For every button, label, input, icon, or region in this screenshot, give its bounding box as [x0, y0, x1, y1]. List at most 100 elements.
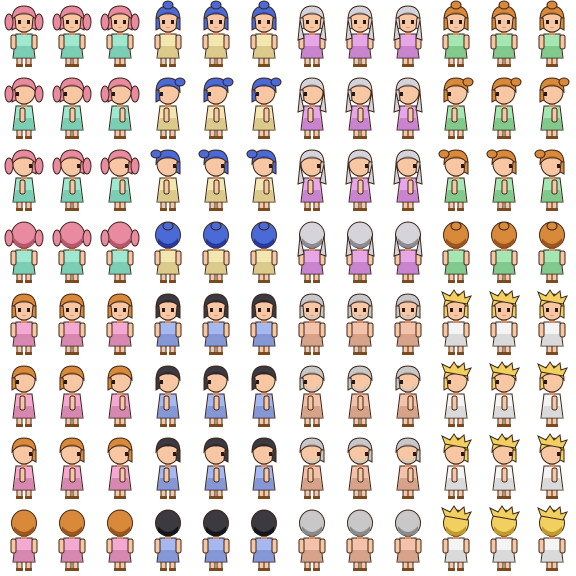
- orange-haired-girl-sprite-icon: [491, 77, 522, 139]
- sprite-frame-blue-haired-girl-left-2: [192, 72, 240, 144]
- sprite-frame-orange-haired-boy-right-3: [96, 432, 144, 504]
- black-haired-boy-sprite-icon: [251, 437, 277, 499]
- silver-haired-girl-sprite-icon: [297, 5, 327, 67]
- orange-haired-girl-sprite-icon: [490, 0, 518, 67]
- sprite-frame-black-haired-boy-right-1: [144, 432, 192, 504]
- silver-haired-girl-sprite-icon: [345, 149, 375, 211]
- elder-man-sprite-icon: [299, 365, 325, 427]
- silver-haired-girl-sprite-icon: [297, 77, 327, 139]
- sprite-frame-black-haired-boy-down-3: [240, 288, 288, 360]
- pink-twintail-girl-sprite-icon: [52, 77, 92, 139]
- sprite-frame-pink-twintail-girl-up-1: [0, 216, 48, 288]
- pink-twintail-girl-sprite-icon: [52, 221, 92, 283]
- silver-haired-girl-sprite-icon: [345, 221, 375, 283]
- sprite-frame-black-haired-boy-down-2: [192, 288, 240, 360]
- orange-haired-boy-sprite-icon: [107, 437, 133, 499]
- sprite-frame-blue-haired-girl-left-1: [144, 72, 192, 144]
- sprite-frame-orange-haired-girl-left-2: [480, 72, 528, 144]
- sprite-frame-elder-man-right-1: [288, 432, 336, 504]
- sprite-frame-orange-haired-boy-down-2: [48, 288, 96, 360]
- sprite-frame-orange-haired-boy-left-2: [48, 360, 96, 432]
- silver-haired-girl-sprite-icon: [393, 5, 423, 67]
- blue-haired-girl-sprite-icon: [154, 221, 182, 283]
- black-haired-boy-sprite-icon: [154, 293, 182, 355]
- black-haired-boy-sprite-icon: [250, 293, 278, 355]
- sprite-frame-pink-twintail-girl-up-2: [48, 216, 96, 288]
- orange-haired-girl-sprite-icon: [538, 221, 566, 283]
- blond-boy-sprite-icon: [441, 289, 472, 355]
- orange-haired-girl-sprite-icon: [443, 77, 474, 139]
- sprite-frame-orange-haired-boy-down-1: [0, 288, 48, 360]
- elder-man-sprite-icon: [346, 293, 374, 355]
- blond-boy-sprite-icon: [537, 505, 568, 571]
- sprite-frame-elder-man-left-1: [288, 360, 336, 432]
- sprite-frame-orange-haired-boy-left-1: [0, 360, 48, 432]
- sprite-frame-orange-haired-girl-left-1: [432, 72, 480, 144]
- sprite-frame-orange-haired-boy-up-2: [48, 504, 96, 576]
- sprite-frame-black-haired-boy-up-3: [240, 504, 288, 576]
- sprite-frame-elder-man-down-2: [336, 288, 384, 360]
- sprite-frame-orange-haired-girl-up-1: [432, 216, 480, 288]
- sprite-frame-black-haired-boy-right-3: [240, 432, 288, 504]
- sprite-frame-blue-haired-girl-down-3: [240, 0, 288, 72]
- sprite-frame-pink-twintail-girl-up-3: [96, 216, 144, 288]
- sprite-frame-black-haired-boy-up-2: [192, 504, 240, 576]
- sprite-frame-blond-boy-up-2: [480, 504, 528, 576]
- sprite-frame-orange-haired-girl-down-1: [432, 0, 480, 72]
- sprite-frame-orange-haired-girl-right-3: [528, 144, 576, 216]
- sprite-frame-orange-haired-girl-up-3: [528, 216, 576, 288]
- sprite-frame-orange-haired-girl-up-2: [480, 216, 528, 288]
- pink-twintail-girl-sprite-icon: [100, 221, 140, 283]
- elder-man-sprite-icon: [347, 437, 373, 499]
- orange-haired-girl-sprite-icon: [538, 0, 566, 67]
- orange-haired-girl-sprite-icon: [442, 0, 470, 67]
- elder-man-sprite-icon: [298, 293, 326, 355]
- pink-twintail-girl-sprite-icon: [4, 149, 44, 211]
- silver-haired-girl-sprite-icon: [393, 221, 423, 283]
- sprite-frame-silver-haired-girl-left-2: [336, 72, 384, 144]
- sprite-frame-orange-haired-girl-right-1: [432, 144, 480, 216]
- elder-man-sprite-icon: [394, 509, 422, 571]
- blond-boy-sprite-icon: [489, 289, 520, 355]
- blue-haired-girl-sprite-icon: [154, 0, 182, 67]
- blue-haired-girl-sprite-icon: [155, 77, 186, 139]
- sprite-frame-elder-man-up-3: [384, 504, 432, 576]
- sprite-frame-pink-twintail-girl-right-2: [48, 144, 96, 216]
- sprite-frame-blue-haired-girl-right-1: [144, 144, 192, 216]
- sprite-frame-elder-man-up-2: [336, 504, 384, 576]
- sprite-frame-blond-boy-down-2: [480, 288, 528, 360]
- sprite-frame-blue-haired-girl-up-1: [144, 216, 192, 288]
- black-haired-boy-sprite-icon: [202, 293, 230, 355]
- sprite-frame-elder-man-up-1: [288, 504, 336, 576]
- sprite-frame-black-haired-boy-left-2: [192, 360, 240, 432]
- silver-haired-girl-sprite-icon: [393, 149, 423, 211]
- sprite-frame-elder-man-right-3: [384, 432, 432, 504]
- sprite-frame-silver-haired-girl-left-3: [384, 72, 432, 144]
- sprite-frame-silver-haired-girl-up-3: [384, 216, 432, 288]
- blond-boy-sprite-icon: [537, 433, 568, 499]
- orange-haired-boy-sprite-icon: [107, 365, 133, 427]
- sprite-frame-elder-man-down-1: [288, 288, 336, 360]
- orange-haired-girl-sprite-icon: [486, 149, 517, 211]
- pink-twintail-girl-sprite-icon: [100, 77, 140, 139]
- sprite-frame-pink-twintail-girl-down-1: [0, 0, 48, 72]
- sprite-frame-blue-haired-girl-right-3: [240, 144, 288, 216]
- orange-haired-boy-sprite-icon: [11, 365, 37, 427]
- orange-haired-girl-sprite-icon: [490, 221, 518, 283]
- sprite-frame-blond-boy-up-3: [528, 504, 576, 576]
- blue-haired-girl-sprite-icon: [198, 149, 229, 211]
- sprite-frame-blond-boy-up-1: [432, 504, 480, 576]
- blue-haired-girl-sprite-icon: [203, 77, 234, 139]
- orange-haired-girl-sprite-icon: [438, 149, 469, 211]
- black-haired-boy-sprite-icon: [251, 365, 277, 427]
- sprite-frame-silver-haired-girl-right-1: [288, 144, 336, 216]
- sprite-frame-blond-boy-right-3: [528, 432, 576, 504]
- pink-twintail-girl-sprite-icon: [52, 5, 92, 67]
- sprite-frame-silver-haired-girl-right-3: [384, 144, 432, 216]
- pink-twintail-girl-sprite-icon: [4, 77, 44, 139]
- blue-haired-girl-sprite-icon: [202, 221, 230, 283]
- sprite-frame-elder-man-down-3: [384, 288, 432, 360]
- sprite-frame-blue-haired-girl-up-3: [240, 216, 288, 288]
- sprite-frame-silver-haired-girl-down-3: [384, 0, 432, 72]
